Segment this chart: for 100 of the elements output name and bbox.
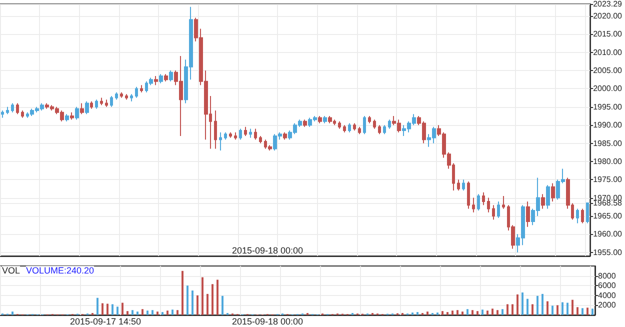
candlestick bbox=[244, 126, 247, 136]
y-tick-label: 1968.58 bbox=[593, 198, 623, 208]
candlestick bbox=[224, 132, 227, 140]
bar bbox=[572, 300, 574, 315]
bar bbox=[502, 309, 504, 315]
bar bbox=[162, 312, 164, 315]
bar bbox=[452, 310, 454, 315]
candlestick bbox=[586, 202, 589, 224]
candlestick bbox=[16, 102, 19, 115]
candlestick bbox=[462, 179, 465, 192]
annotation: VOL bbox=[2, 266, 20, 276]
candlestick bbox=[472, 197, 475, 213]
bar bbox=[426, 312, 428, 315]
candlestick bbox=[169, 70, 173, 82]
candlestick bbox=[95, 99, 98, 110]
bar bbox=[142, 309, 144, 315]
bar bbox=[132, 310, 134, 315]
candlestick bbox=[11, 102, 14, 113]
bar bbox=[466, 309, 468, 315]
candlestick bbox=[90, 100, 93, 110]
candlestick bbox=[65, 114, 69, 122]
bar bbox=[12, 312, 14, 315]
bar bbox=[472, 310, 474, 315]
candlestick bbox=[353, 122, 356, 132]
candlestick bbox=[576, 208, 579, 224]
candlestick bbox=[229, 132, 232, 138]
candlestick bbox=[348, 122, 351, 133]
y-tick-label: 2023.29 bbox=[593, 0, 623, 8]
y-tick-label: 2000 bbox=[598, 300, 616, 310]
bar bbox=[526, 298, 528, 315]
bar bbox=[126, 311, 128, 315]
candlestick bbox=[363, 115, 366, 135]
candlestick bbox=[467, 180, 470, 210]
bar bbox=[96, 298, 98, 315]
bar bbox=[172, 310, 174, 315]
y-tick-label: 2000.00 bbox=[593, 84, 623, 94]
bar bbox=[506, 304, 508, 315]
y-tick-label: 2020.00 bbox=[593, 11, 623, 20]
candlestick bbox=[502, 195, 505, 210]
bar bbox=[176, 310, 178, 315]
text: 2015-09-18 00:00 bbox=[232, 316, 304, 326]
bar bbox=[576, 307, 578, 315]
bar bbox=[582, 308, 584, 315]
y-tick-label: 6000 bbox=[598, 281, 616, 290]
candlestick bbox=[115, 92, 118, 100]
bar bbox=[492, 308, 494, 315]
candlestick bbox=[383, 124, 386, 135]
candlestick bbox=[234, 132, 237, 140]
candlestick bbox=[551, 182, 555, 202]
y-tick-label: 1960.00 bbox=[593, 230, 623, 239]
bar bbox=[516, 294, 518, 315]
candlestick bbox=[283, 132, 287, 140]
candlestick bbox=[6, 106, 9, 115]
candlestick bbox=[487, 197, 490, 213]
candlestick bbox=[358, 126, 361, 135]
bar bbox=[182, 270, 184, 315]
bar bbox=[442, 311, 444, 315]
y-tick-label: 2005.00 bbox=[593, 66, 623, 76]
bar bbox=[202, 277, 204, 315]
candlestick bbox=[318, 115, 322, 124]
candlestick bbox=[125, 94, 128, 100]
y-tick-label: 2010.00 bbox=[593, 48, 623, 57]
candlestick bbox=[75, 106, 79, 120]
bar bbox=[552, 306, 554, 315]
candlestick bbox=[388, 119, 391, 130]
candlestick bbox=[80, 102, 84, 115]
candlestick bbox=[526, 200, 530, 228]
bar bbox=[532, 304, 534, 315]
candlestick bbox=[546, 184, 550, 210]
candlestick bbox=[154, 75, 158, 86]
bar bbox=[152, 310, 154, 315]
y-tick-label: 4000 bbox=[598, 290, 616, 300]
annotation: 2015-09-18 00:00 bbox=[232, 246, 304, 256]
bar bbox=[102, 303, 104, 315]
bar bbox=[562, 302, 564, 315]
bar bbox=[136, 312, 138, 315]
y-tick-label: 1980.00 bbox=[593, 156, 623, 166]
bar bbox=[566, 302, 568, 315]
candlestick bbox=[581, 208, 584, 224]
candlestick bbox=[482, 192, 485, 206]
y-tick-label: 1975.00 bbox=[593, 175, 623, 184]
bar bbox=[546, 301, 548, 315]
candlestick bbox=[303, 119, 307, 128]
y-tick-label: 1985.00 bbox=[593, 138, 623, 148]
y-tick-label: 1990.00 bbox=[593, 120, 623, 130]
bar bbox=[206, 294, 208, 315]
bar bbox=[116, 306, 118, 315]
bar bbox=[216, 280, 218, 315]
y-tick-label: 2015.00 bbox=[593, 30, 623, 39]
candlestick bbox=[373, 119, 376, 130]
bar bbox=[166, 310, 168, 315]
bar bbox=[522, 292, 524, 315]
bar bbox=[186, 286, 188, 315]
bar bbox=[106, 304, 108, 315]
bar bbox=[536, 296, 538, 315]
candlestick bbox=[497, 200, 500, 218]
candlestick bbox=[85, 100, 89, 115]
candlestick bbox=[100, 97, 103, 106]
candlestick bbox=[105, 99, 108, 108]
candlestick bbox=[328, 115, 332, 124]
